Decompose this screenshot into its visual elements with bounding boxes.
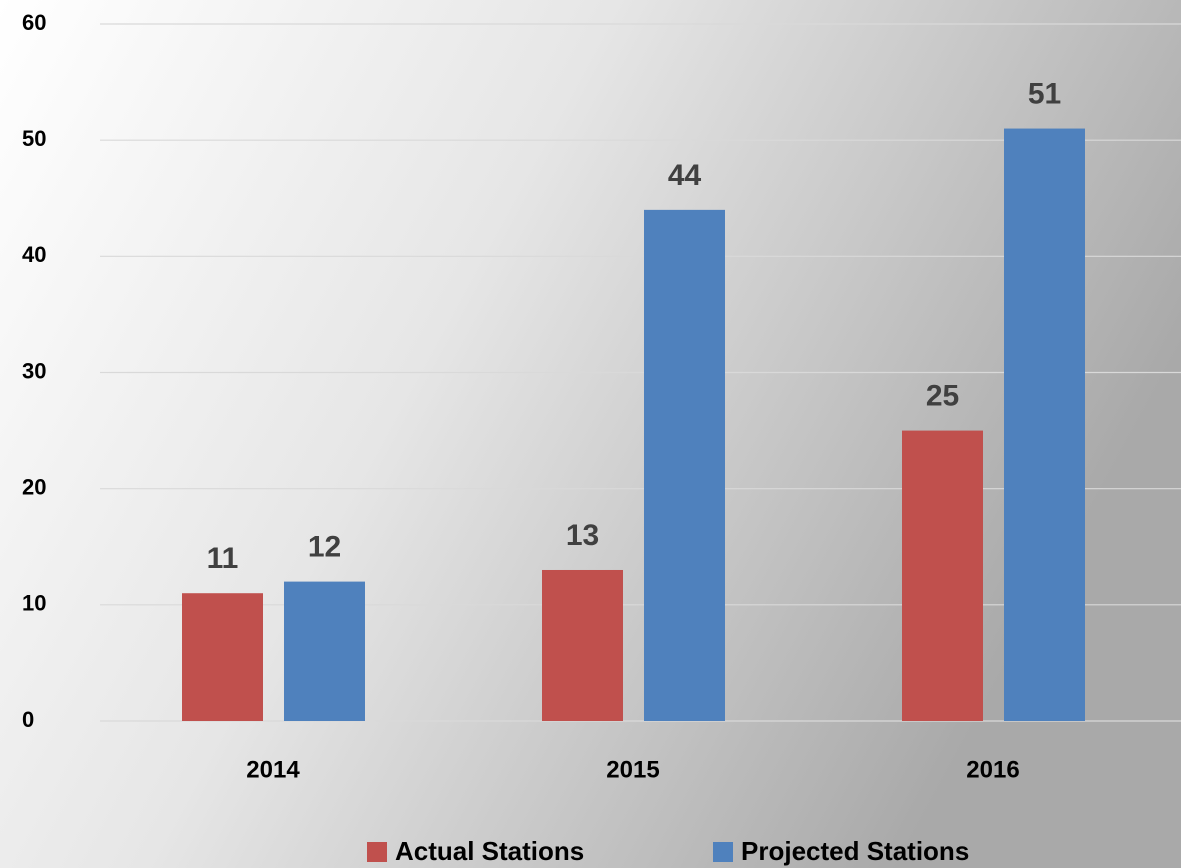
data-label: 25 — [926, 380, 959, 413]
bar — [542, 569, 623, 721]
bar — [182, 593, 263, 721]
data-label: 13 — [566, 519, 599, 552]
legend-label: Projected Stations — [741, 836, 969, 866]
bar — [902, 430, 983, 721]
x-tick-label: 2016 — [966, 756, 1019, 783]
bar — [1004, 128, 1085, 722]
y-tick-label: 30 — [22, 358, 46, 383]
bar — [644, 209, 725, 721]
bar — [284, 581, 365, 721]
data-label: 51 — [1028, 77, 1061, 110]
data-label: 11 — [207, 542, 239, 575]
x-tick-label: 2014 — [246, 756, 300, 783]
y-tick-label: 10 — [22, 591, 46, 616]
x-tick-label: 2015 — [606, 756, 659, 783]
y-tick-label: 40 — [22, 242, 46, 267]
data-label: 44 — [668, 159, 702, 192]
y-tick-label: 20 — [22, 474, 46, 499]
legend-swatch — [713, 842, 733, 862]
y-tick-label: 0 — [22, 707, 34, 732]
data-label: 12 — [308, 531, 341, 564]
legend-swatch — [367, 842, 387, 862]
y-tick-label: 60 — [22, 10, 46, 35]
y-tick-label: 50 — [22, 126, 46, 151]
legend-label: Actual Stations — [395, 836, 584, 866]
